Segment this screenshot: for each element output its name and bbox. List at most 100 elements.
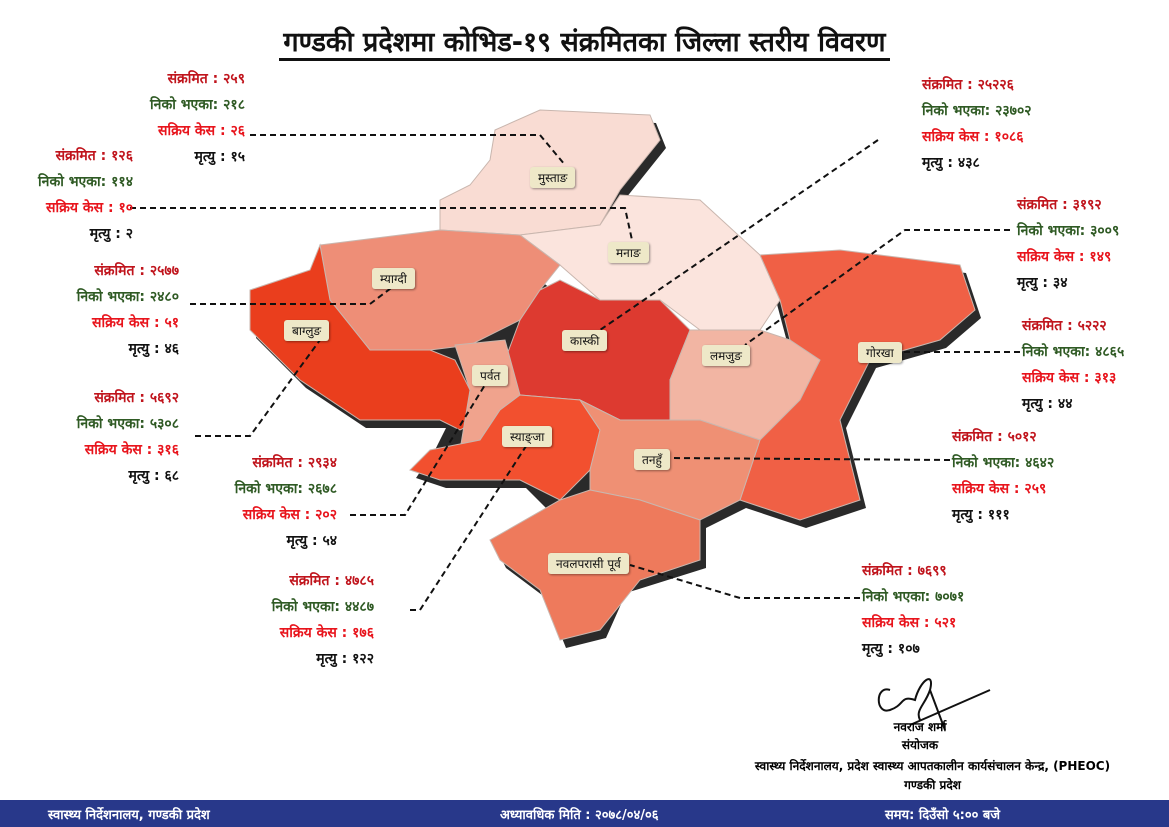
stat-value: ३१६ (157, 442, 179, 458)
stat-value: संक्रमित (952, 429, 993, 445)
stat-value: ३१९२ (1072, 197, 1102, 213)
stat-value: निको भएका (1017, 223, 1080, 239)
stat-value: मृत्यु (286, 533, 308, 549)
label-tanahun: तनहुँ (634, 449, 670, 470)
stat-value: मृत्यु (952, 507, 973, 523)
stat-value: संक्रमित (289, 573, 330, 589)
stat-value: ११४ (111, 174, 133, 190)
stat-value: ५२१ (934, 615, 957, 631)
district-tanahun[interactable] (578, 398, 761, 521)
stat-line: सक्रिय केस : २६ (158, 123, 245, 139)
stat-value: सक्रिय केस (242, 507, 300, 523)
label-mustang: मुस्ताङ (530, 167, 576, 188)
stat-line: निको भएका: ४६४२ (952, 455, 1055, 471)
stat-value: १२६ (111, 148, 133, 164)
stat-value: मृत्यु (1022, 396, 1043, 412)
stat-value: मृत्यु (922, 155, 943, 171)
footer-update-date: अध्यावधिक मिति : २०७८/०४/०६ (500, 808, 659, 823)
stat-line: संक्रमित : १२६ (55, 148, 133, 164)
signatory-org: स्वास्थ्य निर्देशनालय, प्रदेश स्वास्थ्य … (754, 759, 1111, 773)
stat-value: सक्रिय केस (1017, 249, 1075, 265)
stat-value: सक्रिय केस (279, 625, 337, 641)
stat-value: सक्रिय केस (84, 442, 142, 458)
stat-line: मृत्यु : ५४ (286, 533, 337, 549)
stat-line: सक्रिय केस : ५२१ (862, 615, 957, 631)
stat-value: १०७ (897, 641, 920, 657)
stat-value: संक्रमित (1017, 197, 1058, 213)
stat-line: मृत्यु : ४४ (1022, 396, 1073, 412)
stat-value: सक्रिय केस (952, 481, 1010, 497)
stat-line: संक्रमित : ५०१२ (952, 429, 1037, 445)
stat-line: मृत्यु : ६८ (128, 468, 179, 484)
stat-line: मृत्यु : १०७ (862, 641, 920, 657)
stats-manang: संक्रमित : १२६ निको भएका: ११४ सक्रिय केस… (38, 143, 133, 247)
stat-line: संक्रमित : ४७८५ (289, 573, 374, 589)
stat-line: मृत्यु : ४६ (128, 341, 179, 357)
stat-line: संक्रमित : २५९ (167, 71, 245, 87)
stat-value: २४८० (149, 289, 179, 305)
stat-value: संक्रमित (55, 148, 96, 164)
stat-value: २१८ (223, 97, 245, 113)
stat-value: ३००९ (1090, 223, 1120, 239)
label-nawalparasi-east: नवलपरासी पूर्व (548, 553, 629, 574)
stat-line: सक्रिय केस : १० (46, 200, 133, 216)
footer-bar: स्वास्थ्य निर्देशनालय, गण्डकी प्रदेश अध्… (0, 800, 1169, 827)
district-manang[interactable] (518, 194, 781, 331)
stat-value: सक्रिय केस (922, 129, 980, 145)
stat-value: संक्रमित (252, 455, 293, 471)
stat-value: ५०१२ (1007, 429, 1037, 445)
stat-line: निको भएका: ११४ (38, 174, 133, 190)
stat-value: ६८ (164, 468, 179, 484)
stats-kaski: संक्रमित : २५२२६ निको भएका: २३७०२ सक्रिय… (922, 72, 1032, 176)
stat-line: निको भएका: ४८६५ (1022, 344, 1125, 360)
stat-value: निको भएका (234, 481, 298, 497)
stat-value: ५६९२ (149, 390, 179, 406)
stat-value: ४६ (164, 341, 179, 357)
stat-line: सक्रिय केस : १७६ (279, 625, 374, 641)
label-kaski: कास्की (562, 330, 608, 351)
stats-mustang: संक्रमित : २५९ निको भएका: २१८ सक्रिय केस… (150, 66, 245, 170)
stat-line: मृत्यु : ४३८ (922, 155, 980, 171)
stat-value: निको भएका (150, 97, 213, 113)
footer-organization: स्वास्थ्य निर्देशनालय, गण्डकी प्रदेश (48, 808, 210, 823)
stat-line: निको भएका: २६७८ (234, 481, 337, 497)
label-manang: मनाङ (608, 242, 649, 263)
label-myagdi: म्याग्दी (372, 268, 415, 289)
stat-line: मृत्यु : २ (89, 226, 133, 242)
footer-time: समय: दिउँसो ५:०० बजे (885, 808, 1000, 823)
stat-value: ७६९९ (917, 563, 947, 579)
stat-value: २३७०२ (995, 103, 1032, 119)
stat-value: ३४ (1052, 275, 1068, 291)
stat-value: १५ (230, 149, 245, 165)
signatory-province: गण्डकी प्रदेश (904, 778, 961, 792)
stat-value: ४६४२ (1025, 455, 1055, 471)
signatory-role: संयोजक (901, 738, 939, 752)
label-baglung: बाग्लुङ (284, 320, 330, 341)
stats-baglung: संक्रमित : ५६९२ निको भएका: ५३०८ सक्रिय क… (77, 385, 179, 489)
stats-tanahun: संक्रमित : ५०१२ निको भएका: ४६४२ सक्रिय क… (952, 424, 1054, 528)
stat-value: २ (125, 226, 133, 242)
stat-value: मृत्यु (316, 651, 337, 667)
stat-line: संक्रमित : २९३४ (252, 455, 337, 471)
stat-value: मृत्यु (1017, 275, 1038, 291)
stat-value: निको भएका (271, 599, 335, 615)
stat-value: मृत्यु (194, 149, 216, 165)
stat-value: निको भएका (952, 455, 1015, 471)
stat-value: २५७७ (149, 263, 179, 279)
stat-line: सक्रिय केस : २५९ (952, 481, 1047, 497)
stat-value: ५२२२ (1077, 318, 1107, 334)
label-lamjung: लमजुङ (702, 345, 750, 366)
stat-value: १७६ (352, 625, 374, 641)
stat-line: निको भएका: २३७०२ (922, 103, 1032, 119)
stat-line: मृत्यु : १५ (194, 149, 245, 165)
district-syangja[interactable] (409, 394, 601, 501)
district-gorkha[interactable] (739, 249, 976, 521)
stat-line: मृत्यु : ३४ (1017, 275, 1068, 291)
stat-value: सक्रिय केस (862, 615, 920, 631)
stat-value: मृत्यु (128, 468, 150, 484)
stat-line: निको भएका: ७०७१ (862, 589, 965, 605)
stat-value: ४३८ (957, 155, 980, 171)
stat-line: सक्रिय केस : ५१ (92, 315, 179, 331)
stat-value: संक्रमित (167, 71, 208, 87)
page-title: गण्डकी प्रदेशमा कोभिड-१९ संक्रमितका जिल्… (0, 22, 1169, 61)
